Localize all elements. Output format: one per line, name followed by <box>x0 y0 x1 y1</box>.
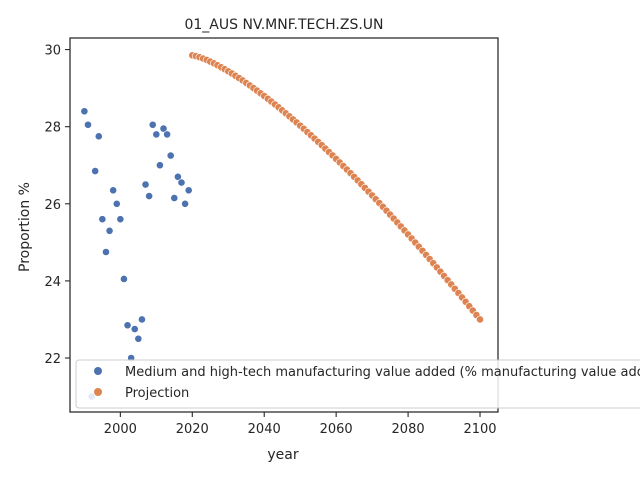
observed-point <box>134 334 143 343</box>
observed-point <box>84 120 92 129</box>
observed-point <box>109 186 118 195</box>
observed-point <box>120 275 128 283</box>
y-tick-label: 22 <box>44 352 61 367</box>
observed-point <box>123 321 132 330</box>
observed-point <box>112 199 121 208</box>
y-tick-label: 30 <box>44 44 61 59</box>
x-axis-label: year <box>267 447 298 463</box>
y-axis-label: Proportion % <box>17 182 33 272</box>
observed-point <box>105 226 114 235</box>
observed-point <box>177 178 186 187</box>
observed-point <box>173 172 182 181</box>
x-tick-label: 2000 <box>104 422 137 437</box>
chart-title: 01_AUS NV.MNF.TECH.ZS.UN <box>184 17 383 33</box>
x-tick-label: 2040 <box>248 422 281 437</box>
observed-point <box>148 120 157 129</box>
observed-point <box>163 130 172 139</box>
legend-box <box>75 359 640 409</box>
observed-point <box>116 215 125 224</box>
legend-marker-observed <box>94 367 102 375</box>
legend-label-observed: Medium and high-tech manufacturing value… <box>125 365 640 380</box>
projection-point <box>476 315 484 324</box>
x-tick-label: 2020 <box>176 422 209 437</box>
observed-point <box>145 192 154 200</box>
observed-point <box>181 199 189 208</box>
axis-ticks: 2000 2020 2040 2060 2080 2100 22 24 26 28 30 <box>44 44 496 437</box>
observed-point <box>159 124 168 133</box>
observed-point <box>152 130 161 139</box>
legend: Medium and high-tech manufacturing value… <box>75 359 640 409</box>
x-tick-label: 2100 <box>463 422 496 437</box>
legend-label-projection: Projection <box>125 386 189 401</box>
observed-point <box>102 248 110 256</box>
y-tick-label: 24 <box>44 275 61 290</box>
observed-point <box>170 194 179 202</box>
plot-area <box>69 37 499 413</box>
observed-point <box>94 132 103 141</box>
y-tick-label: 26 <box>44 198 61 213</box>
observed-point <box>141 180 150 189</box>
observed-point <box>130 325 139 334</box>
legend-marker-projection <box>94 388 102 396</box>
observed-point <box>98 215 107 224</box>
data-points <box>80 51 484 401</box>
observed-point <box>138 315 146 324</box>
observed-point <box>166 151 175 160</box>
observed-point <box>184 186 193 195</box>
axes-frame <box>69 37 499 413</box>
y-tick-label: 28 <box>44 121 61 136</box>
x-tick-label: 2080 <box>392 422 425 437</box>
observed-point <box>80 107 89 116</box>
x-tick-label: 2060 <box>320 422 353 437</box>
observed-point <box>91 167 100 175</box>
observed-point <box>156 161 164 170</box>
